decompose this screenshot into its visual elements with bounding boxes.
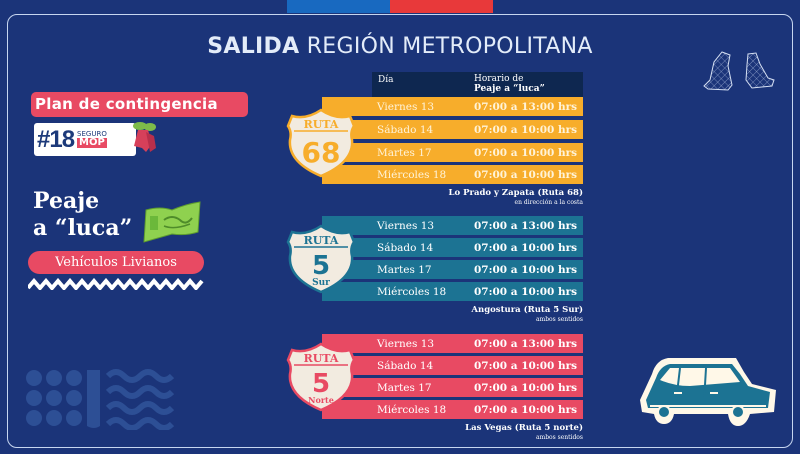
flag-stripe-blue [287, 0, 390, 13]
row-hours: 07:00 a 10:00 hrs [474, 263, 578, 276]
table-row: Miércoles 18 07:00 a 10:00 hrs [322, 282, 583, 301]
content-frame [7, 14, 793, 448]
route-direction: ambos sentidos [535, 434, 583, 441]
row-hours: 07:00 a 10:00 hrs [474, 146, 578, 159]
flag-stripe-red [390, 0, 493, 13]
svg-text:RUTA: RUTA [304, 234, 339, 247]
peaje-line2: a “luca” [33, 215, 133, 241]
row-day: Martes 17 [377, 263, 432, 276]
route-direction: ambos sentidos [535, 316, 583, 323]
copihue-flower-icon [133, 122, 156, 152]
row-day: Miércoles 18 [377, 403, 447, 416]
row-hours: 07:00 a 10:00 hrs [474, 359, 578, 372]
svg-text:RUTA: RUTA [304, 118, 339, 131]
car-icon [640, 358, 776, 426]
route-location: Angostura (Ruta 5 Sur) [471, 305, 583, 315]
row-day: Sábado 14 [377, 123, 434, 136]
svg-text:RUTA: RUTA [304, 352, 339, 365]
route-5-sur-caption: Angostura (Ruta 5 Sur) ambos sentidos [471, 305, 583, 323]
row-day: Sábado 14 [377, 359, 434, 372]
table-row: Viernes 13 07:00 a 13:00 hrs [322, 97, 583, 116]
svg-text:68: 68 [302, 136, 341, 169]
ruta-5-sur-shield-icon: RUTA 5 Sur [286, 224, 356, 294]
banknote-icon [143, 201, 201, 243]
svg-text:Sur: Sur [312, 278, 330, 288]
zigzag-decoration-icon [28, 278, 204, 290]
table-row: Miércoles 18 07:00 a 10:00 hrs [322, 400, 583, 419]
schedule-table-header: Día Horario de Peaje a “luca” [372, 72, 583, 97]
table-row: Sábado 14 07:00 a 10:00 hrs [322, 356, 583, 375]
bells-icon [703, 51, 775, 91]
row-hours: 07:00 a 10:00 hrs [474, 241, 578, 254]
row-hours: 07:00 a 13:00 hrs [474, 219, 578, 232]
plan-contingencia-badge: Plan de contingencia [31, 92, 248, 117]
table-row: Miércoles 18 07:00 a 10:00 hrs [322, 165, 583, 184]
row-day: Miércoles 18 [377, 168, 447, 181]
row-hours: 07:00 a 10:00 hrs [474, 123, 578, 136]
row-day: Martes 17 [377, 146, 432, 159]
col-header-horario-line1: Horario de [474, 74, 524, 84]
col-header-horario: Horario de Peaje a “luca” [474, 74, 545, 94]
svg-text:Norte: Norte [308, 395, 334, 405]
hashtag-number: #18 [37, 125, 75, 153]
row-day: Viernes 13 [377, 100, 435, 113]
table-row: Martes 17 07:00 a 10:00 hrs [322, 260, 583, 279]
row-day: Miércoles 18 [377, 285, 447, 298]
table-row: Martes 17 07:00 a 10:00 hrs [322, 143, 583, 162]
row-day: Viernes 13 [377, 337, 435, 350]
route-direction: en dirección a la costa [514, 199, 583, 206]
table-row: Sábado 14 07:00 a 10:00 hrs [322, 120, 583, 139]
title-rest: REGIÓN METROPOLITANA [306, 34, 593, 59]
pattern-decoration-icon [26, 369, 174, 430]
title-bold: SALIDA [207, 34, 300, 59]
route-location: Lo Prado y Zapata (Ruta 68) [448, 188, 583, 198]
row-day: Sábado 14 [377, 241, 434, 254]
hashtag-mop: MOP [77, 138, 107, 148]
vehiculos-livianos-badge: Vehículos Livianos [28, 251, 204, 274]
route-68-caption: Lo Prado y Zapata (Ruta 68) en dirección… [448, 188, 583, 206]
row-hours: 07:00 a 13:00 hrs [474, 337, 578, 350]
row-hours: 07:00 a 10:00 hrs [474, 285, 578, 298]
table-row: Viernes 13 07:00 a 13:00 hrs [322, 216, 583, 235]
col-header-horario-line2: Peaje a “luca” [474, 84, 545, 94]
peaje-luca-heading: Peaje a “luca” [33, 188, 132, 242]
hashtag-seguro: SEGURO [77, 130, 107, 138]
hashtag-18-seguro-mop: #18 SEGURO MOP [34, 123, 136, 156]
row-day: Martes 17 [377, 381, 432, 394]
svg-text:5: 5 [312, 369, 330, 399]
svg-text:5: 5 [312, 251, 330, 281]
row-day: Viernes 13 [377, 219, 435, 232]
ruta-5-norte-shield-icon: RUTA 5 Norte [286, 342, 356, 412]
table-row: Martes 17 07:00 a 10:00 hrs [322, 378, 583, 397]
route-5-norte-caption: Las Vegas (Ruta 5 norte) ambos sentidos [465, 423, 583, 441]
row-hours: 07:00 a 13:00 hrs [474, 100, 578, 113]
peaje-line1: Peaje [33, 188, 100, 214]
page-title: SALIDA REGIÓN METROPOLITANA [0, 34, 800, 59]
row-hours: 07:00 a 10:00 hrs [474, 403, 578, 416]
ruta-68-shield-icon: RUTA 68 [286, 108, 356, 178]
col-header-dia: Día [378, 75, 394, 85]
row-hours: 07:00 a 10:00 hrs [474, 381, 578, 394]
route-location: Las Vegas (Ruta 5 norte) [465, 423, 583, 433]
row-hours: 07:00 a 10:00 hrs [474, 168, 578, 181]
table-row: Viernes 13 07:00 a 13:00 hrs [322, 334, 583, 353]
table-row: Sábado 14 07:00 a 10:00 hrs [322, 238, 583, 257]
